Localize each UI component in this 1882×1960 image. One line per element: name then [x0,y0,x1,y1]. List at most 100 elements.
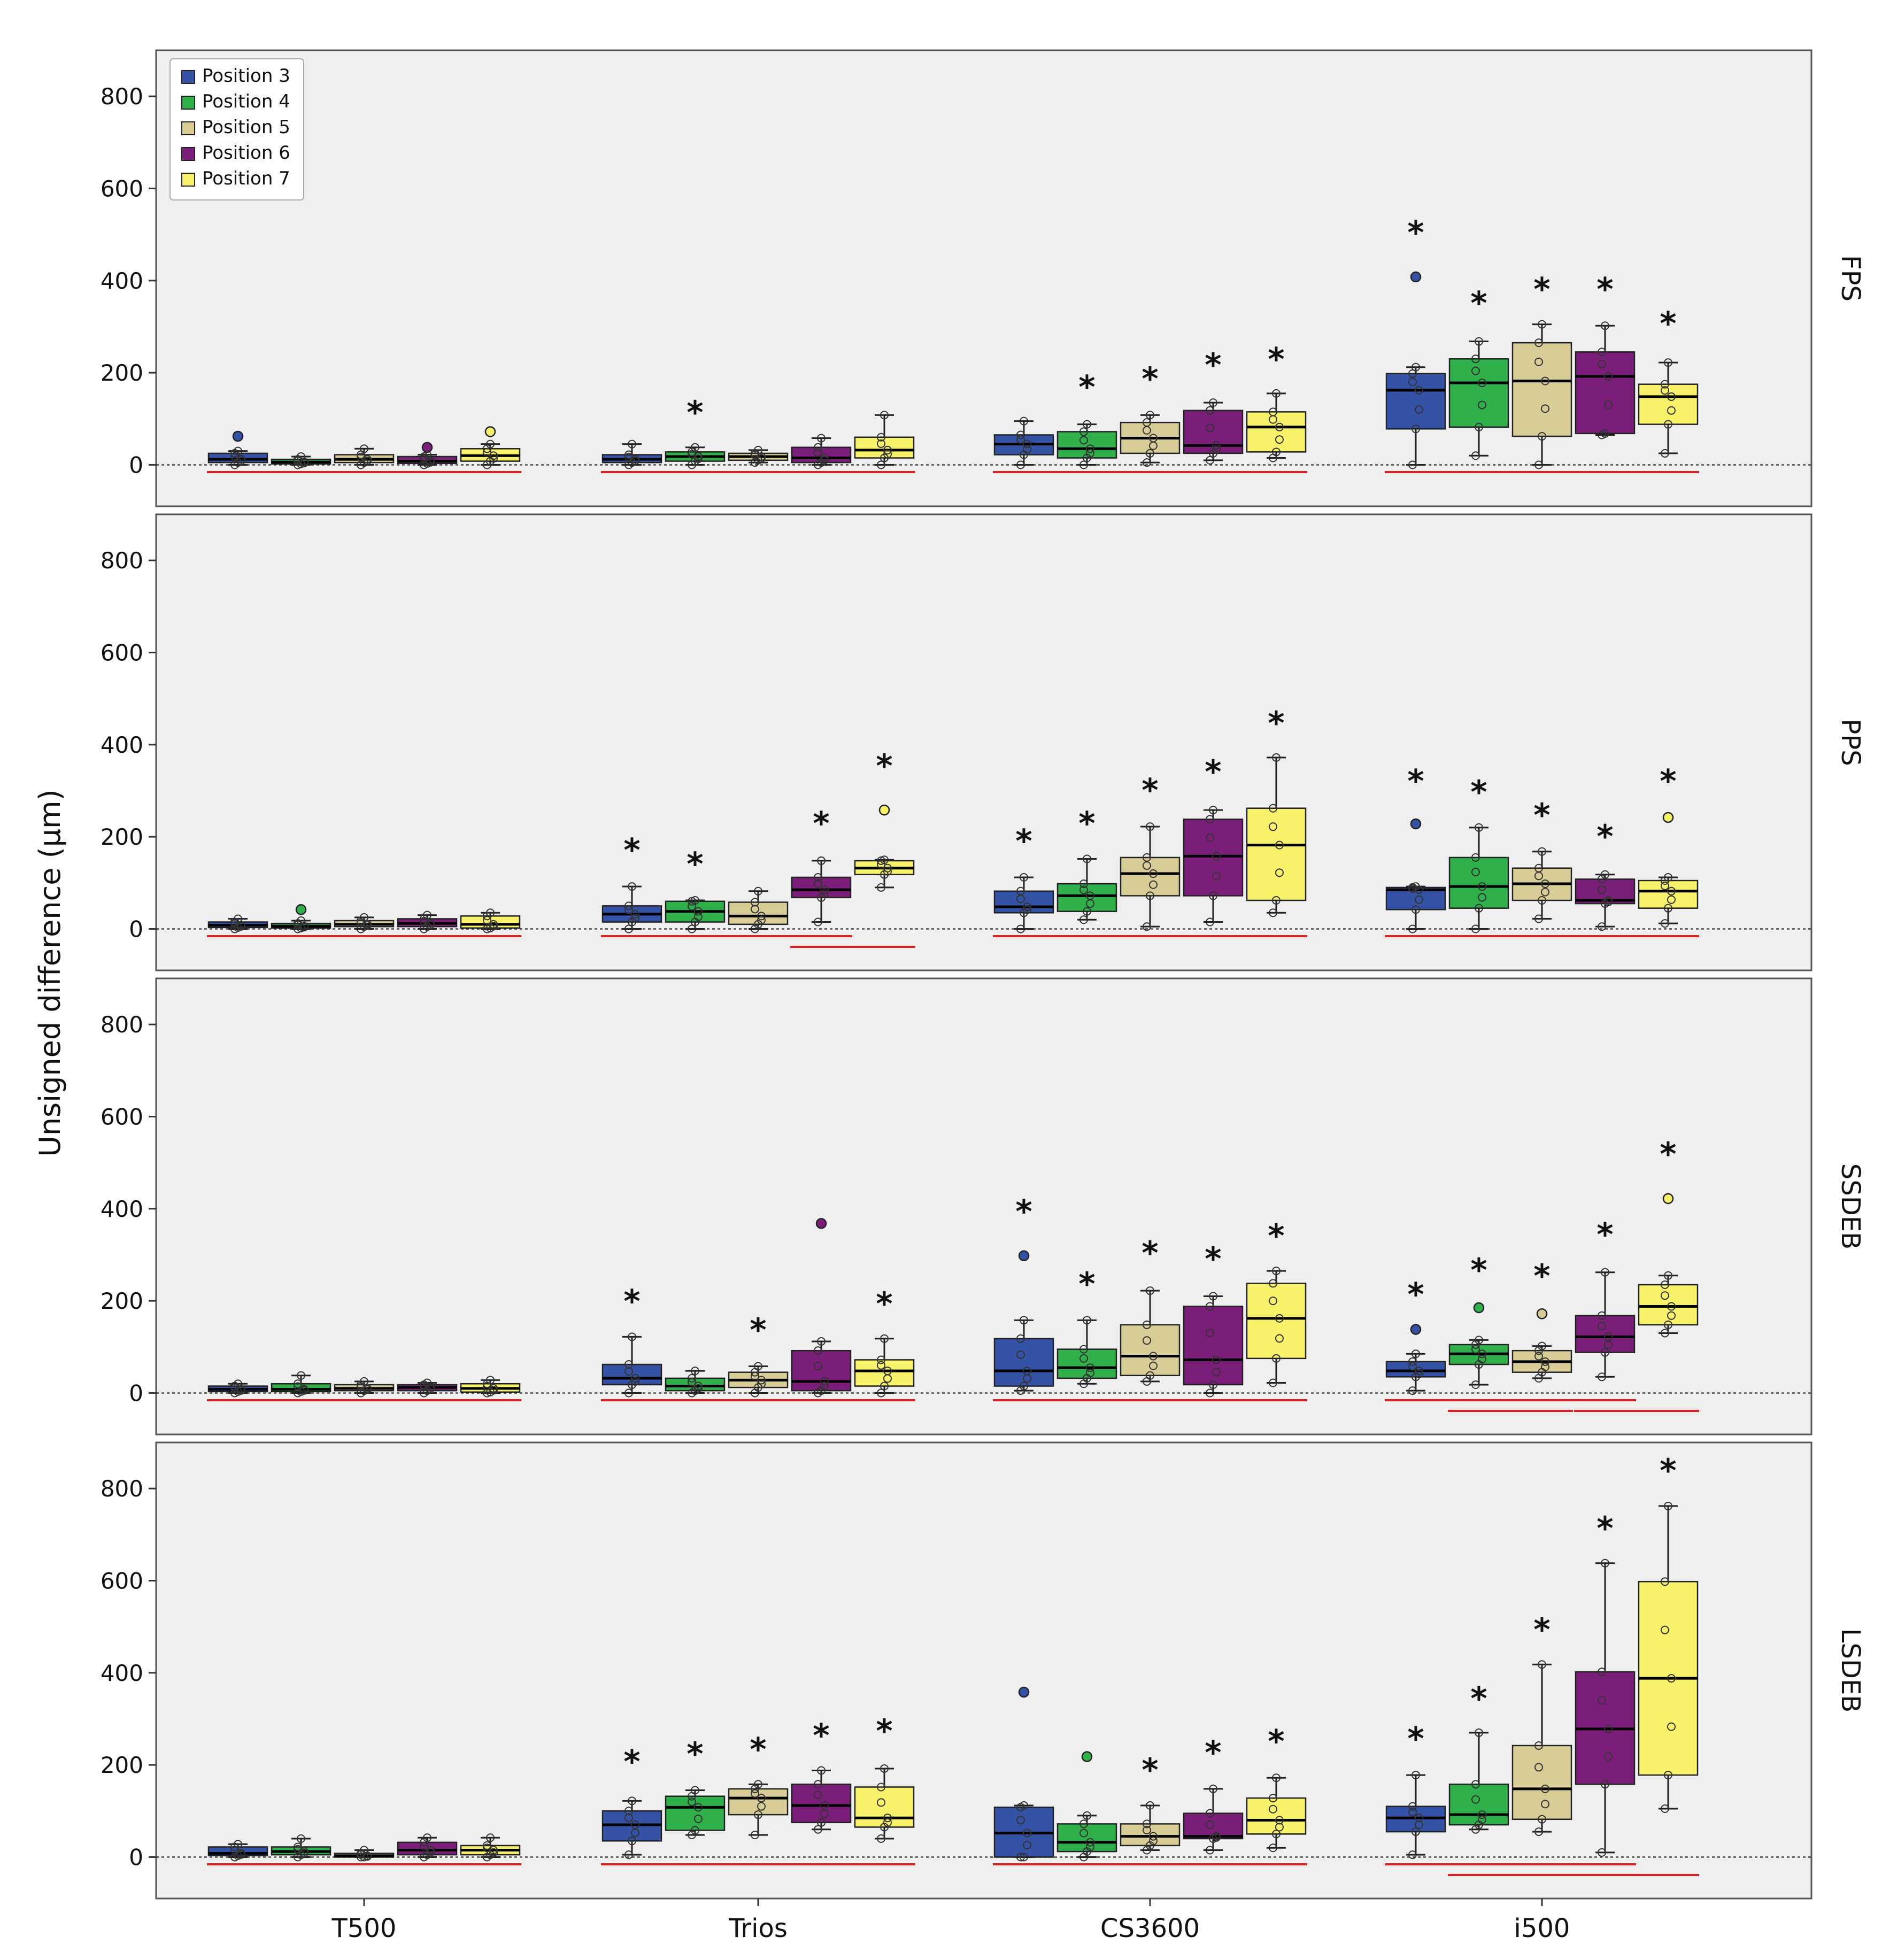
box-position-3 [207,430,268,469]
data-point [624,1367,633,1376]
data-point [814,879,822,888]
box-position-3 [601,439,662,469]
data-point [1664,904,1672,913]
data-point [1149,880,1158,889]
data-point [1269,1794,1277,1803]
data-point [694,1382,703,1391]
y-tick-label: 200 [101,360,143,386]
data-point [1478,400,1486,410]
data-point [1079,427,1088,436]
data-point [628,882,636,891]
data-point [694,454,703,464]
data-point [1206,456,1214,465]
data-point [230,919,239,928]
data-point [1149,1361,1158,1370]
outlier-point [1081,1751,1093,1762]
data-point [757,1379,766,1388]
significance-star: * [1015,822,1032,860]
data-point [1143,1336,1151,1345]
data-point [757,912,766,921]
data-point [1272,447,1281,457]
data-point [1538,896,1546,905]
data-point [1661,1625,1669,1634]
data-point [294,1845,302,1854]
data-point [631,1377,639,1386]
data-point [691,443,699,452]
data-point [360,444,368,453]
box-iqr [1511,1745,1572,1820]
significance-star: * [813,805,829,843]
box-position-3: * [1385,762,1446,933]
data-point [1272,389,1281,398]
data-point [1016,894,1025,904]
significance-star: * [1470,1252,1487,1289]
data-point [1083,907,1091,916]
data-point [1269,804,1277,813]
data-point [1020,1316,1028,1325]
data-point [1667,886,1676,896]
data-point [624,1807,633,1816]
panel-label-fps: FPS [1835,255,1865,302]
data-point [1471,451,1480,460]
data-point [1415,1820,1423,1830]
box-position-7: * [1638,762,1699,928]
data-point [1275,435,1284,444]
data-point [754,1780,762,1789]
data-point [1269,415,1277,424]
data-point [1016,1350,1025,1359]
data-point [1143,853,1151,862]
data-point [1146,891,1154,900]
box-iqr [1511,342,1572,437]
data-point [1206,1846,1214,1855]
data-point [1086,449,1094,458]
box-position-6: * [1183,1240,1244,1398]
data-point [294,920,302,929]
data-point [877,1388,885,1398]
data-point [688,1797,696,1807]
data-point [1023,1841,1031,1850]
data-point [817,1818,826,1827]
y-tick-label: 600 [101,1568,143,1594]
box-position-7: * [1246,1723,1307,1853]
y-tick-label: 400 [101,1660,143,1686]
data-point [1149,441,1158,450]
data-point [757,916,766,925]
data-point [489,922,498,931]
data-point [420,1382,428,1391]
data-point [1538,847,1546,856]
data-point [1534,357,1543,366]
box-position-5: * [1120,360,1181,467]
data-point [1408,1850,1417,1859]
data-point [1143,1320,1151,1329]
data-point [1598,885,1606,894]
data-point [877,1355,885,1364]
data-point [357,452,365,461]
data-point [1020,1382,1028,1391]
data-point [1212,852,1221,861]
y-axis-label: Unsigned difference (μm) [33,789,67,1156]
significance-star: * [687,394,703,431]
data-point [1408,924,1417,933]
data-point [486,908,495,917]
data-point [1478,882,1486,891]
data-point [1079,1345,1088,1354]
data-point [1534,1827,1543,1836]
data-point [1079,1828,1088,1838]
data-point [1023,1374,1031,1383]
significance-star: * [1470,1680,1487,1718]
significance-star: * [1205,346,1221,384]
data-point [624,1814,633,1823]
data-point [817,434,826,443]
data-point [1149,1352,1158,1361]
data-point [877,1834,885,1843]
data-point [1272,753,1281,762]
y-tick-label: 200 [101,824,143,850]
box-position-7: * [854,747,915,892]
data-point [883,445,892,454]
significance-star: * [1268,1217,1284,1255]
data-point [1412,1349,1420,1359]
data-point [1206,917,1214,927]
panel-pps: 0 200 400 600 800 PPS * * * * * * * * * * * * * * [101,513,1865,971]
legend-swatch [181,173,195,187]
data-point [1209,1292,1217,1301]
